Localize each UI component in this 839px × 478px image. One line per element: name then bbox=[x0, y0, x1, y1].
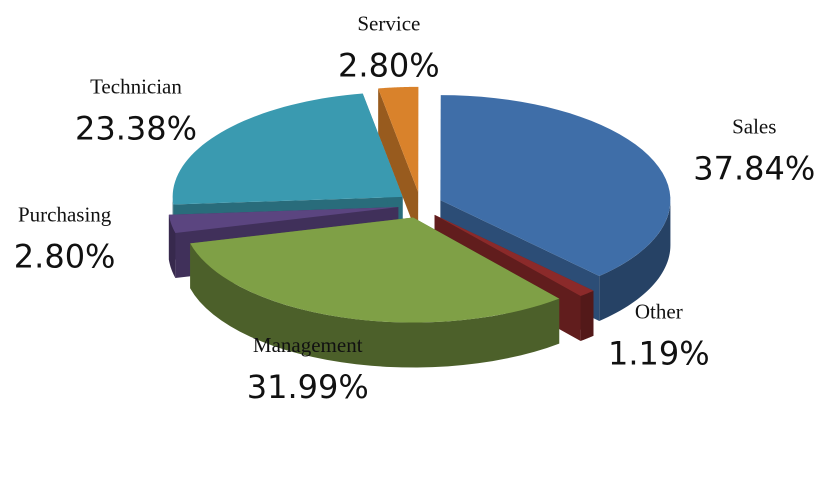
slice-top bbox=[434, 214, 594, 297]
slice-side bbox=[599, 200, 671, 322]
slice-value-label: 2.80% bbox=[338, 47, 440, 85]
slice bbox=[378, 86, 419, 237]
slice-side bbox=[190, 243, 560, 368]
slice bbox=[190, 217, 560, 368]
slice-label: Purchasing bbox=[18, 202, 112, 226]
slice-top bbox=[172, 93, 403, 205]
slice-top bbox=[378, 86, 419, 192]
slice-side bbox=[168, 214, 176, 278]
slice-side bbox=[580, 290, 594, 342]
slice-top bbox=[440, 95, 671, 277]
slice-label: Management bbox=[253, 333, 363, 357]
slice-top bbox=[168, 207, 399, 233]
slice-label: Service bbox=[357, 12, 420, 36]
slice-value-label: 37.84% bbox=[693, 150, 815, 188]
slice-value-label: 1.19% bbox=[608, 334, 710, 372]
slice-cut-face bbox=[378, 88, 419, 237]
slice-value-label: 23.38% bbox=[75, 110, 197, 148]
slice-label: Other bbox=[635, 299, 683, 323]
slice-value-label: 2.80% bbox=[14, 237, 116, 275]
slice-label: Sales bbox=[732, 115, 776, 139]
slice-value-label: 31.99% bbox=[247, 368, 369, 406]
slice-label: Technician bbox=[90, 75, 182, 99]
slice-top bbox=[190, 217, 560, 323]
